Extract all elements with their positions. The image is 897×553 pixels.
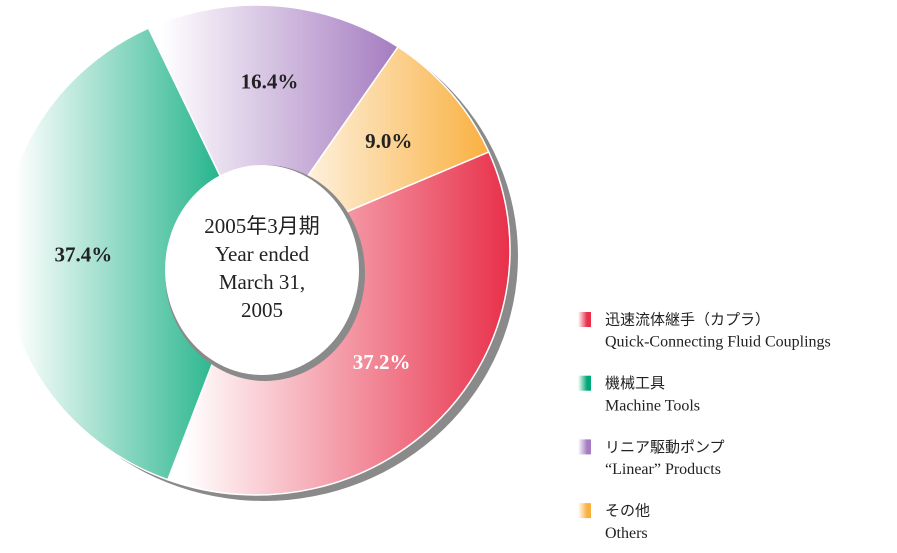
center-label: 2005 [241,298,283,322]
legend-label: 機械工具 [605,374,665,392]
slice [1,27,257,481]
legend-swatch [578,439,591,455]
value-label: 16.4% [241,70,299,94]
legend-subtitle: Quick-Connecting Fluid Couplings [605,334,831,351]
center-label: Year ended [215,242,310,266]
legend-subtitle: Others [605,525,648,542]
legend-swatch [578,312,591,327]
value-label: 37.4% [55,243,113,267]
value-label: 37.2% [353,350,411,374]
legend-subtitle: Machine Tools [605,397,700,414]
legend-subtitle: “Linear” Products [605,461,721,478]
legend-swatch [578,375,591,391]
hole [165,165,359,375]
legend-label: 迅速流体継手（カプラ） [605,311,770,329]
value-label: 9.0% [365,129,412,153]
center-label: 2005年3月期 [204,214,320,238]
slice [147,4,400,252]
legend-label: その他 [605,502,650,520]
legend-label: リニア駆動ポンプ [605,438,725,456]
center-label: March 31, [219,270,305,294]
legend-swatch [578,503,591,519]
